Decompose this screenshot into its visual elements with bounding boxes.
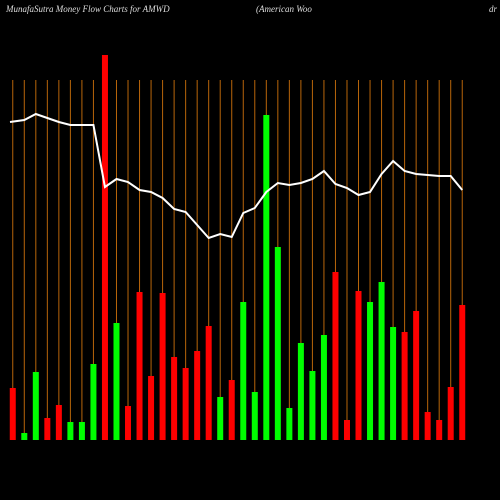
bar xyxy=(44,418,51,440)
bar xyxy=(251,392,258,440)
bar xyxy=(125,406,132,440)
bar xyxy=(78,422,85,440)
money-flow-line xyxy=(9,112,464,240)
bar xyxy=(320,335,327,440)
bar xyxy=(413,311,420,440)
bar xyxy=(355,291,362,440)
bar xyxy=(436,420,443,440)
bar xyxy=(205,326,212,440)
bar xyxy=(297,343,304,440)
bar xyxy=(228,380,235,440)
bar xyxy=(459,305,466,440)
bar xyxy=(378,282,385,440)
bar xyxy=(9,388,16,440)
bar xyxy=(182,368,189,440)
bar xyxy=(240,302,247,440)
bar xyxy=(367,302,374,440)
bar xyxy=(101,55,108,440)
bar xyxy=(171,357,178,440)
bar xyxy=(217,397,224,440)
bar xyxy=(136,292,143,440)
bar xyxy=(401,332,408,440)
bar xyxy=(32,372,39,440)
chart-title: MunafaSutra Money Flow Charts for AMWD xyxy=(5,4,170,14)
bar xyxy=(21,433,28,440)
bar xyxy=(159,293,166,440)
bar xyxy=(390,327,397,440)
bar xyxy=(263,115,270,440)
bar xyxy=(343,420,350,440)
chart-subtitle-tail: dr xyxy=(489,4,498,14)
bar xyxy=(332,272,339,440)
bar xyxy=(447,387,454,440)
bar xyxy=(194,351,201,440)
bar xyxy=(424,412,431,440)
bar xyxy=(55,405,62,440)
bar xyxy=(113,323,120,440)
bar xyxy=(274,247,281,440)
bar xyxy=(67,422,74,440)
bar xyxy=(309,371,316,440)
bar xyxy=(148,376,155,440)
bar xyxy=(90,364,97,440)
bar xyxy=(286,408,293,440)
chart-subtitle: (American Woo xyxy=(256,4,312,14)
